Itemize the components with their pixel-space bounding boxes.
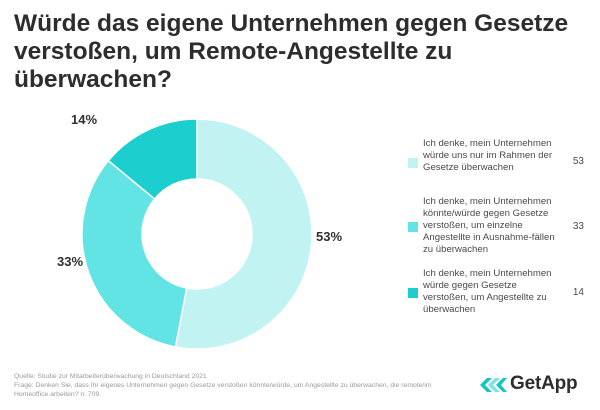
getapp-logo: GetApp — [478, 373, 588, 397]
donut-slice-2 — [81, 159, 188, 348]
legend-value-3: 14 — [572, 287, 584, 298]
legend-swatch-3 — [408, 288, 418, 298]
slice-value-label-3: 14% — [71, 112, 97, 127]
getapp-logo-text: GetApp — [510, 373, 578, 394]
donut-slice-3 — [107, 118, 198, 200]
chart-title: Würde das eigene Unternehmen gegen Geset… — [14, 10, 569, 93]
legend-label-2: Ich denke, mein Unternehmen könnte/würde… — [423, 196, 555, 255]
donut-slice-1 — [174, 118, 313, 350]
footer-source: Quelle: Studie zur Mitarbeiterüberwachun… — [14, 373, 207, 380]
getapp-logo-mark-icon — [480, 378, 507, 392]
legend-value-2: 33 — [572, 221, 584, 232]
footer-question: Frage: Denken Sie, dass Ihr eigenes Unte… — [14, 382, 432, 398]
legend-label-1: Ich denke, mein Unternehmen würde uns nu… — [423, 138, 553, 173]
slice-value-label-1: 53% — [316, 229, 342, 244]
legend-label-3: Ich denke, mein Unternehmen würde gegen … — [423, 268, 552, 315]
legend-swatch-2 — [408, 222, 418, 232]
legend-value-1: 53 — [572, 156, 584, 167]
footer: Quelle: Studie zur Mitarbeiterüberwachun… — [14, 372, 454, 399]
slice-value-label-2: 33% — [57, 254, 83, 269]
legend-swatch-1 — [408, 158, 418, 168]
